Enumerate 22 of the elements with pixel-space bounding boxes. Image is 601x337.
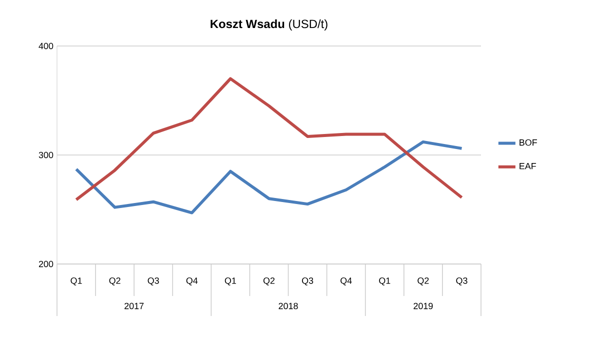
- legend-label: BOF: [520, 139, 537, 146]
- text: 2019: [414, 302, 433, 310]
- y-tick-label: 200: [38, 260, 54, 268]
- x-tick-label: Q4: [186, 277, 198, 286]
- x-tick-label: Q3: [456, 277, 468, 286]
- x-tick-label: Q2: [109, 277, 120, 286]
- x-tick-label: Q1: [224, 277, 236, 286]
- x-tick-label: Q4: [340, 277, 352, 286]
- x-tick-label: Q1: [70, 277, 82, 286]
- line-series: [74, 77, 464, 202]
- x-tick-label: Q3: [148, 277, 159, 286]
- text: 2018: [278, 302, 298, 310]
- x-tick-label: Q2: [418, 277, 429, 286]
- y-tick-label: 300: [38, 152, 54, 158]
- x-tick-label: Q2: [263, 277, 275, 286]
- text: 2017: [124, 302, 144, 310]
- y-tick-label: 400: [38, 42, 54, 50]
- x-tick-label: Q3: [302, 277, 314, 286]
- x-tick-label: Q1: [379, 277, 390, 286]
- line-series: [74, 140, 464, 214]
- chart-title: Koszt Wsadu (USD/t): [210, 19, 328, 31]
- legend-label: EAF: [520, 163, 536, 170]
